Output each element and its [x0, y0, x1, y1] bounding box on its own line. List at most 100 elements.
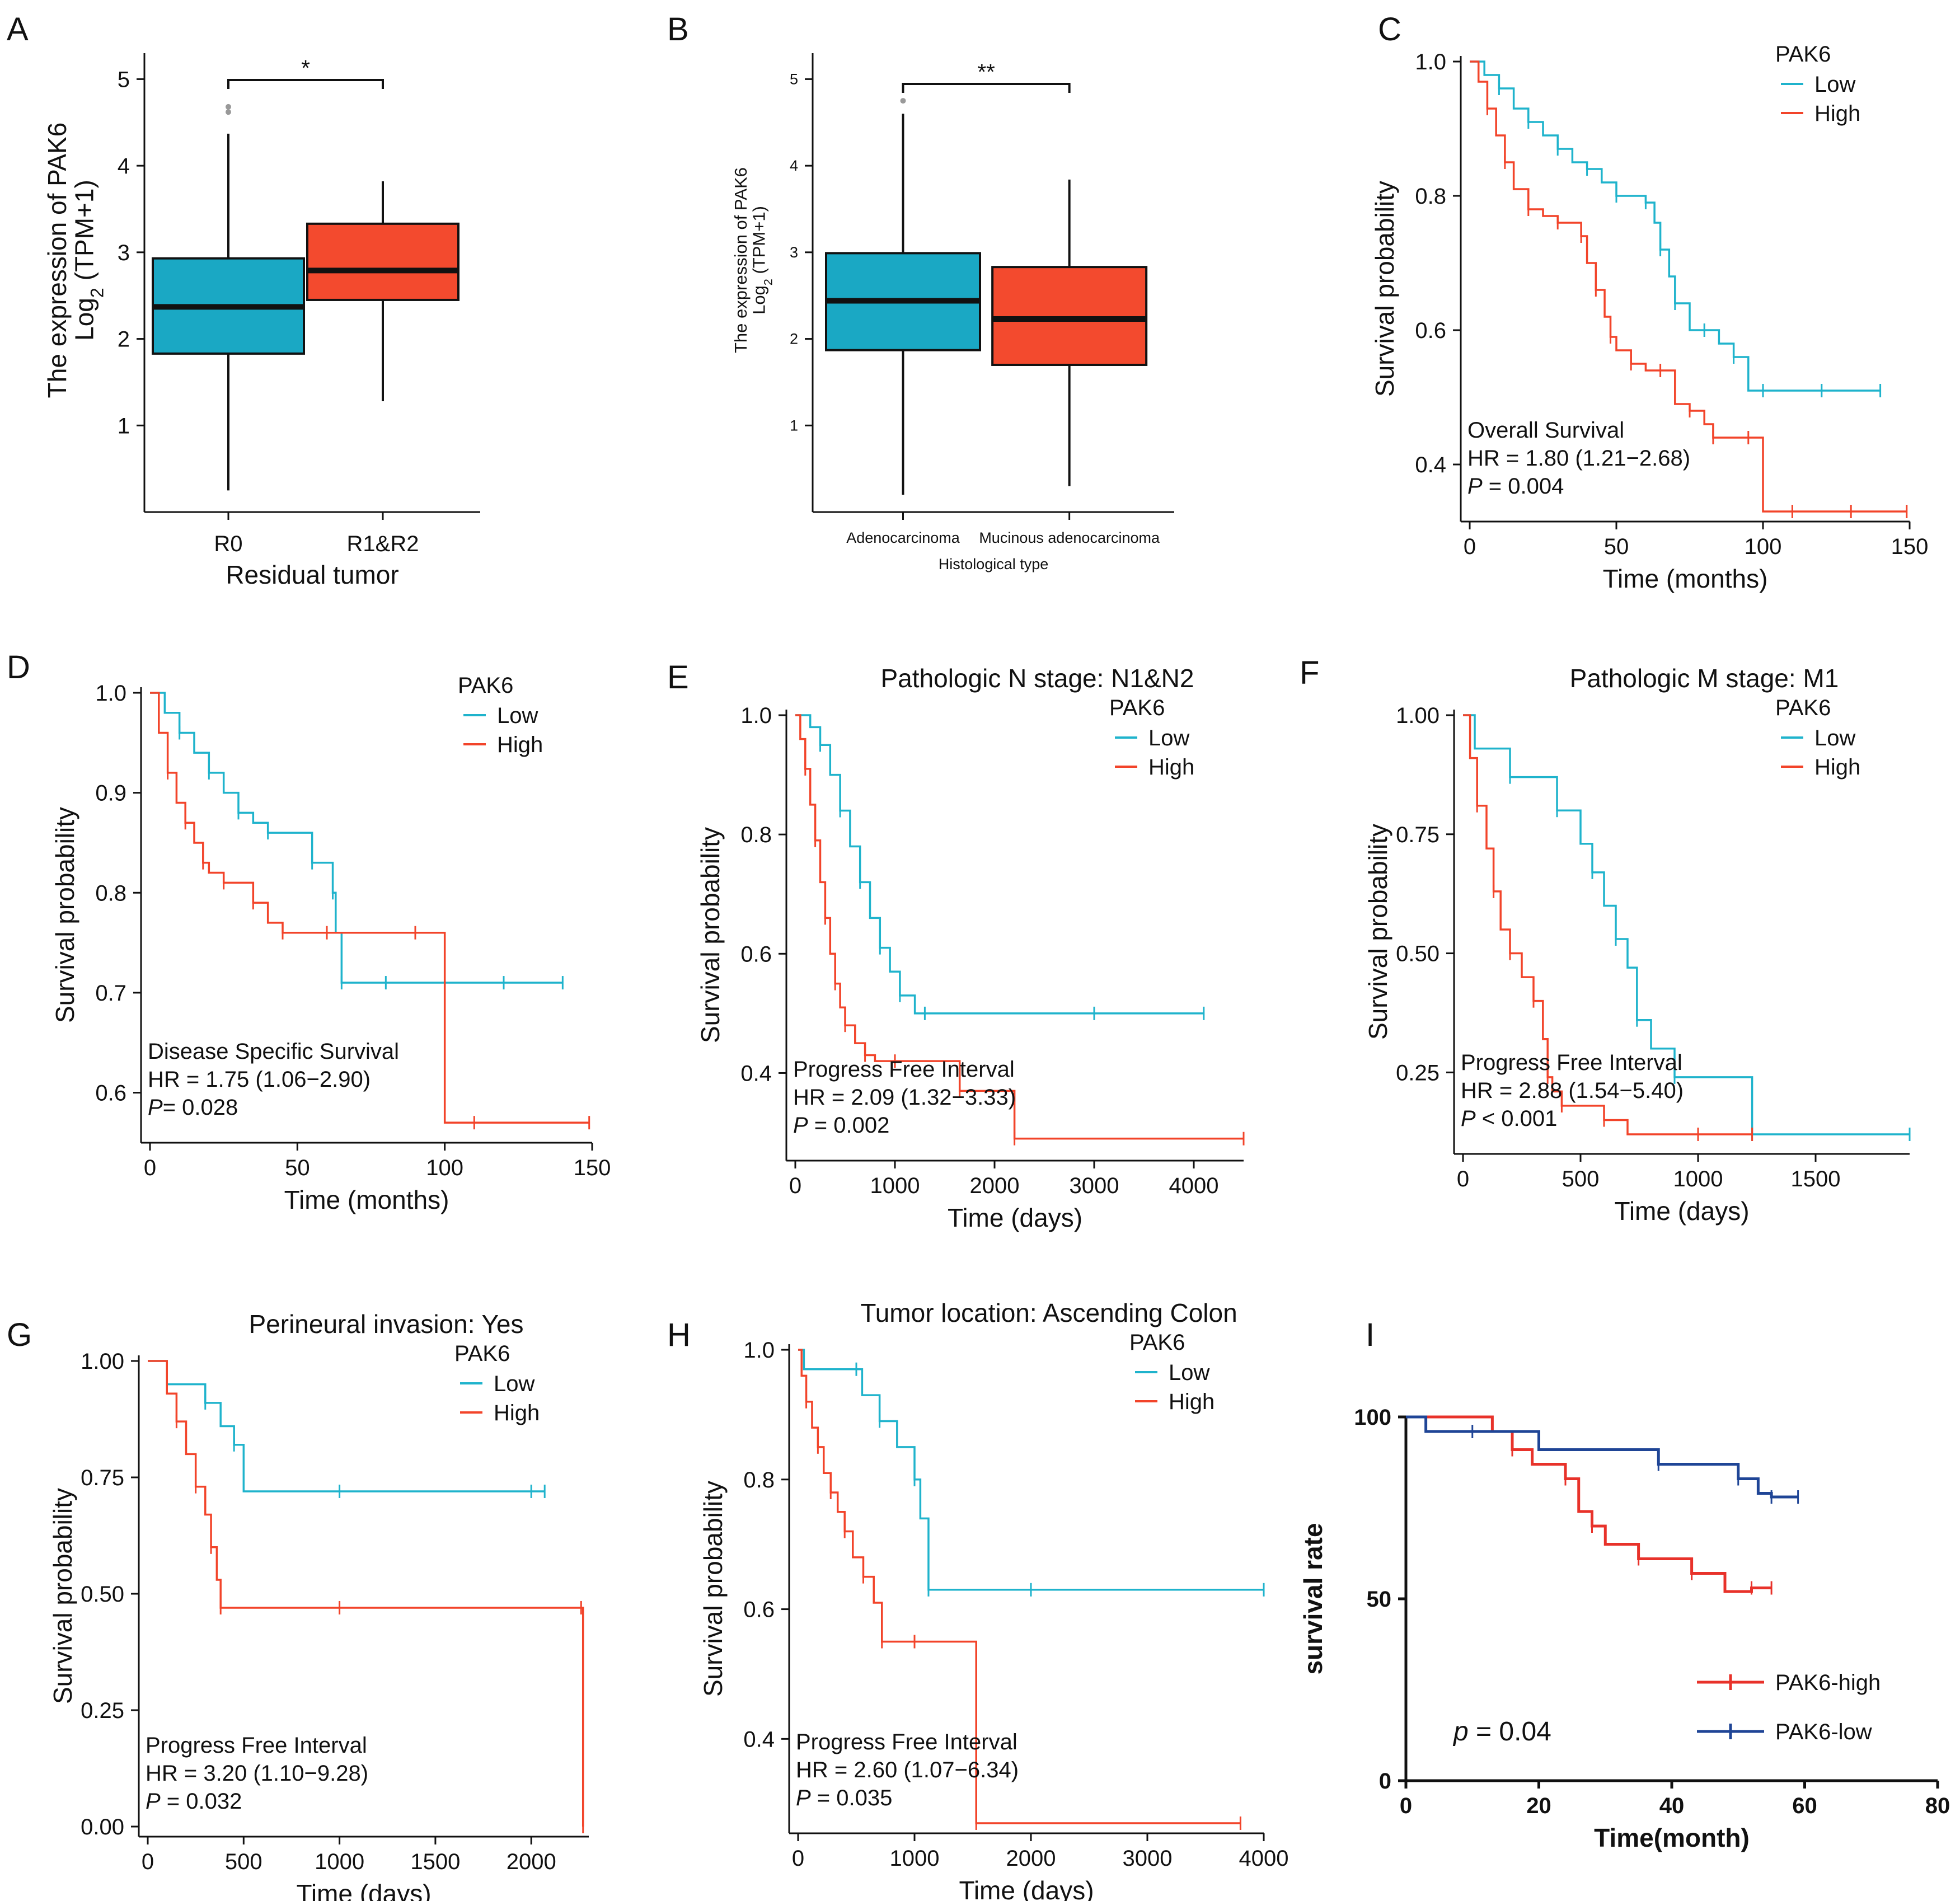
x-tick-label: 500 [1562, 1167, 1600, 1191]
p-value-symbol: P [146, 1789, 161, 1814]
panel-label-g: G [7, 1317, 32, 1353]
y-axis-title-group: Survival probability [698, 1481, 728, 1697]
x-tick-label: 0 [1457, 1167, 1469, 1191]
y-title-log: Log [69, 298, 99, 341]
chart-title: Tumor location: Ascending Colon [860, 1298, 1237, 1327]
x-tick-label: 4000 [1239, 1846, 1289, 1871]
y-axis-title: Survival probability [698, 1481, 728, 1697]
p-value-number: < 0.001 [1476, 1106, 1558, 1131]
y-tick-label: 0.75 [1396, 823, 1439, 847]
legend-label-low: Low [1148, 726, 1189, 750]
x-axis-title: Time (days) [959, 1876, 1094, 1901]
x-tick-label: 40 [1659, 1794, 1685, 1818]
y-tick-label: 0.75 [81, 1466, 124, 1490]
y-title-line2: Log2 (TPM+1) [749, 206, 775, 315]
y-tick-label: 0 [1379, 1769, 1391, 1794]
annotation-line: Progress Free Interval [1461, 1050, 1682, 1075]
x-axis-title: Time (days) [296, 1879, 431, 1901]
legend-label-high: High [1148, 755, 1194, 780]
legend-title: PAK6 [454, 1341, 510, 1366]
series-line-low [1463, 714, 1910, 1135]
y-tick-label: 3 [790, 244, 798, 261]
y-tick-label: 4 [790, 157, 798, 174]
x-tick-label: 3000 [1123, 1846, 1173, 1871]
y-tick-label: 0.25 [1396, 1060, 1439, 1085]
y-axis-title-group: survival rate [1298, 1523, 1328, 1674]
panel-label-e: E [667, 659, 689, 696]
y-axis-title: Survival probability [50, 807, 79, 1023]
chart-title: Pathologic N stage: N1&N2 [881, 664, 1194, 693]
legend-label-pak6-low: PAK6-low [1775, 1720, 1872, 1744]
legend-title: PAK6 [1129, 1330, 1185, 1355]
p-value-number: = 0.004 [1483, 474, 1564, 499]
panel-label-b: B [667, 11, 689, 48]
x-tick-label: 4000 [1169, 1174, 1219, 1198]
x-axis-title: Histological type [939, 556, 1049, 572]
p-value-symbol: P [796, 1786, 811, 1810]
x-tick-label: 500 [225, 1850, 262, 1874]
significance-bracket [227, 79, 384, 89]
p-value-number: = 0.04 [1469, 1717, 1551, 1747]
y-tick-label: 0.8 [740, 823, 772, 847]
p-value-text: P= 0.028 [148, 1095, 238, 1120]
x-tick-label: 0 [144, 1156, 156, 1180]
y-tick-label: 1.0 [1415, 50, 1446, 74]
y-tick-label: 1.0 [743, 1338, 775, 1363]
series-line-high [798, 1349, 1241, 1824]
y-title-line1: The expression of PAK6 [731, 167, 751, 353]
series-line-high [795, 714, 1244, 1140]
chart-title: Perineural invasion: Yes [249, 1309, 524, 1339]
panel-b: B 1 2 3 4 5 Adenocarcinoma Mucinous adenocarcin… [667, 11, 1174, 572]
p-value-symbol: P [1467, 474, 1483, 499]
series-line-high [1470, 60, 1907, 513]
x-tick-label: 1000 [870, 1174, 920, 1198]
annotation-line: HR = 2.60 (1.07−6.34) [796, 1758, 1019, 1782]
box-high [306, 222, 459, 301]
panel-d: D 0.6 0.7 0.8 0.9 1.0 0 50 100 150 Time (months) Su… [7, 649, 611, 1214]
y-tick-label: 0.8 [743, 1468, 775, 1492]
y-tick-label: 1.00 [81, 1349, 124, 1374]
p-value-number: = 0.028 [163, 1095, 238, 1120]
x-tick-label: 0 [1464, 534, 1476, 559]
p-value-number: = 0.035 [811, 1786, 893, 1810]
x-tick-label: 1500 [1791, 1167, 1841, 1191]
y-tick-label: 0.6 [95, 1081, 126, 1106]
x-axis-title: Time (days) [1614, 1196, 1749, 1226]
legend-label-low: Low [497, 703, 538, 728]
y-axis-title-group: Survival probability [50, 807, 79, 1023]
x-tick-label: 0 [792, 1846, 804, 1871]
panel-label-f: F [1300, 655, 1319, 691]
series-line-pak6-high [1406, 1415, 1772, 1593]
y-title-unit: (TPM+1) [749, 206, 769, 279]
y-tick-label: 2 [790, 331, 798, 348]
legend-title: PAK6 [1109, 696, 1165, 720]
annotation-line: Progress Free Interval [796, 1730, 1017, 1754]
x-tick-label: 50 [285, 1156, 310, 1180]
y-tick-label: 0.9 [95, 781, 126, 806]
x-tick-label: 1000 [315, 1850, 364, 1874]
legend-label-pak6-high: PAK6-high [1775, 1670, 1881, 1695]
p-value-symbol: P [793, 1113, 808, 1138]
y-tick-label: 50 [1367, 1587, 1392, 1612]
x-tick-label: 100 [1745, 534, 1782, 559]
x-tick-label: 2000 [507, 1850, 556, 1874]
outlier-point [226, 109, 231, 115]
series-line-high [148, 1360, 584, 1827]
y-axis-title-group: Survival probability [1370, 181, 1399, 397]
x-axis-title: Time (months) [284, 1185, 449, 1214]
legend-label-high: High [494, 1401, 540, 1425]
legend-label-high: High [1814, 101, 1860, 126]
y-axis-title-group: Survival probability [696, 827, 725, 1043]
x-tick-label: 0 [1400, 1794, 1412, 1818]
panel-label-i: I [1366, 1317, 1375, 1353]
panel-f: F 0.25 0.50 0.75 1.00 0 500 1000 1500 Time (days)… [1300, 655, 1911, 1226]
y-tick-label: 1.0 [740, 703, 772, 728]
y-axis-title-group: Survival probability [48, 1488, 77, 1704]
y-axis-title: Survival probability [696, 827, 725, 1043]
y-tick-label: 0.4 [740, 1061, 772, 1086]
p-value-symbol: P [1461, 1106, 1476, 1131]
y-tick-label: 1.0 [95, 681, 126, 706]
y-title-sub: 2 [761, 279, 775, 285]
